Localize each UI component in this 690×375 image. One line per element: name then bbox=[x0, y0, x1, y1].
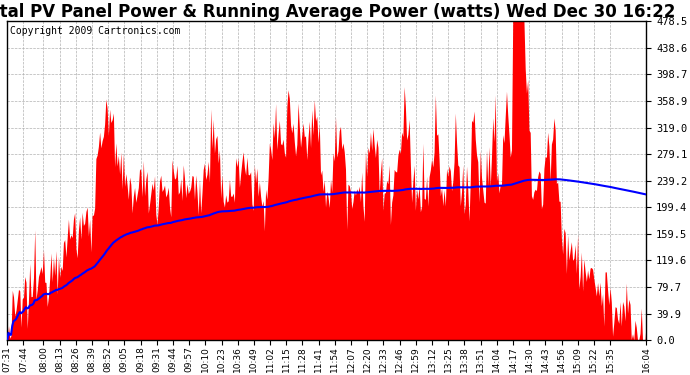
Title: Total PV Panel Power & Running Average Power (watts) Wed Dec 30 16:22: Total PV Panel Power & Running Average P… bbox=[0, 3, 675, 21]
Text: Copyright 2009 Cartronics.com: Copyright 2009 Cartronics.com bbox=[10, 26, 181, 36]
